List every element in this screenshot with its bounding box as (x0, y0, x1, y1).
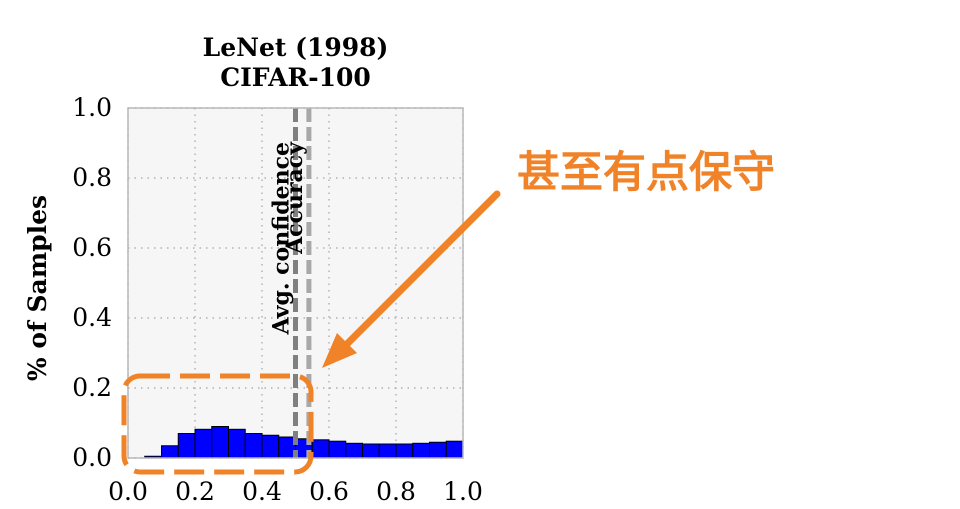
y-tick-label: 0.2 (72, 373, 112, 402)
y-tick-label: 1.0 (72, 93, 112, 122)
histogram-bar (429, 441, 447, 459)
histogram-bars (144, 426, 464, 459)
x-tick-label: 1.0 (443, 477, 483, 506)
histogram-bar (194, 428, 213, 459)
arrow-shaft (341, 190, 501, 350)
histogram-bar (211, 426, 229, 459)
histogram-bar (378, 443, 397, 459)
annotation: 甚至有点保守 (121, 148, 775, 475)
histogram-bar (445, 440, 464, 459)
x-tick-label: 0.4 (242, 477, 282, 506)
y-axis-ticks: 0.0 0.2 0.4 0.6 0.8 1.0 (72, 93, 112, 472)
reference-line-label-0: Avg. confidence (269, 142, 295, 336)
y-axis-label: % of Samples (23, 195, 52, 381)
histogram-bar (228, 428, 246, 459)
x-axis-ticks: 0.0 0.2 0.4 0.6 0.8 1.0 (108, 477, 483, 506)
y-tick-label: 0.8 (72, 163, 112, 192)
x-tick-label: 0.0 (108, 477, 148, 506)
histogram-bar (311, 439, 330, 459)
histogram-bar (177, 433, 196, 459)
highlight-box (121, 373, 314, 475)
x-tick-label: 0.2 (175, 477, 215, 506)
histogram-bar (278, 436, 296, 459)
y-tick-label: 0.0 (72, 443, 112, 472)
histogram-bar (244, 433, 263, 459)
histogram-bar (345, 442, 363, 459)
arrow-head (322, 333, 357, 368)
histogram-bar (412, 442, 430, 459)
chart-title-line-1: CIFAR-100 (220, 63, 371, 92)
reference-line-label-1: Accuracy (282, 141, 308, 255)
histogram-bar (395, 443, 414, 459)
histogram-bar (161, 445, 179, 459)
x-tick-label: 0.6 (309, 477, 349, 506)
y-tick-label: 0.4 (72, 303, 112, 332)
annotation-text: 甚至有点保守 (517, 148, 775, 198)
chart-title-line-0: LeNet (1998) (203, 33, 389, 62)
histogram-bar (362, 443, 380, 459)
chart-title: LeNet (1998)CIFAR-100 (203, 33, 389, 92)
plot-frame (127, 107, 464, 459)
histogram-bar (328, 440, 347, 459)
x-tick-label: 0.8 (376, 477, 416, 506)
y-tick-label: 0.6 (72, 233, 112, 262)
histogram-bar (261, 434, 280, 459)
